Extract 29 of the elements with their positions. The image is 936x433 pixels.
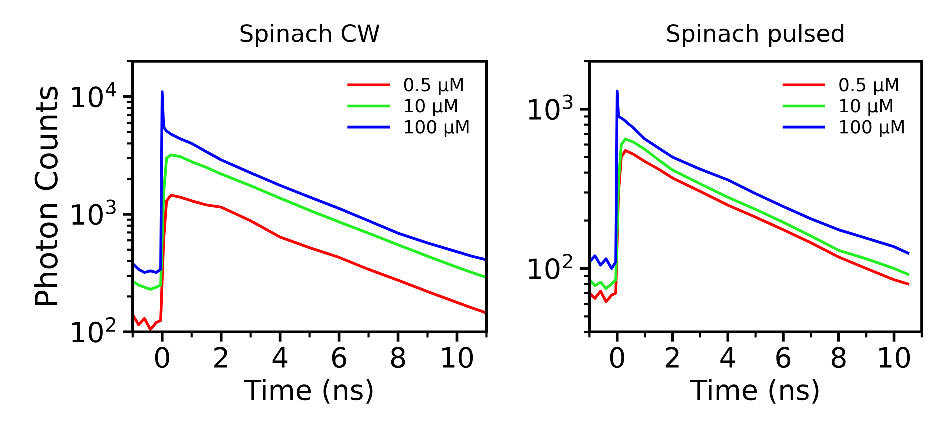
x-axis-title: Time (ns) [244,379,373,404]
line-series [132,154,487,291]
legend-label: 10 μM [405,99,458,116]
y-tick-label: 10$^{2}$ [529,254,572,280]
x-tick-label: 6 [332,347,346,368]
legend-label: 100 μM [405,120,469,138]
y-tick-label: 10$^{3}$ [529,94,573,120]
legend-label: 0.5 μM [404,78,463,96]
y-axis-title: Photon Counts [34,86,58,306]
x-tick-label: 4 [720,348,736,368]
y-tick-label: 10$^{3}$ [72,200,116,226]
x-tick-label: 10 [880,347,910,368]
x-axis-title: Time (ns) [690,379,819,404]
x-tick-label: 10 [442,347,474,368]
x-tick-label: 8 [391,347,406,368]
legend-label: 100 μM [840,120,904,138]
legend-label: 0.5 μM [840,78,898,96]
legend-label: 10 μM [840,99,892,116]
chart-title: Spinach CW [240,24,380,47]
chart-title: Spinach pulsed [668,24,844,47]
y-tick-label: 10$^{2}$ [72,317,116,343]
x-tick-label: 0 [155,347,170,368]
x-tick-label: 6 [776,347,791,368]
x-tick-label: 2 [214,347,228,368]
x-tick-label: 0 [610,347,624,368]
y-tick-label: 10$^{4}$ [72,82,116,108]
x-tick-label: 8 [832,347,846,368]
x-tick-label: 2 [666,347,679,368]
x-tick-label: 4 [272,348,288,368]
